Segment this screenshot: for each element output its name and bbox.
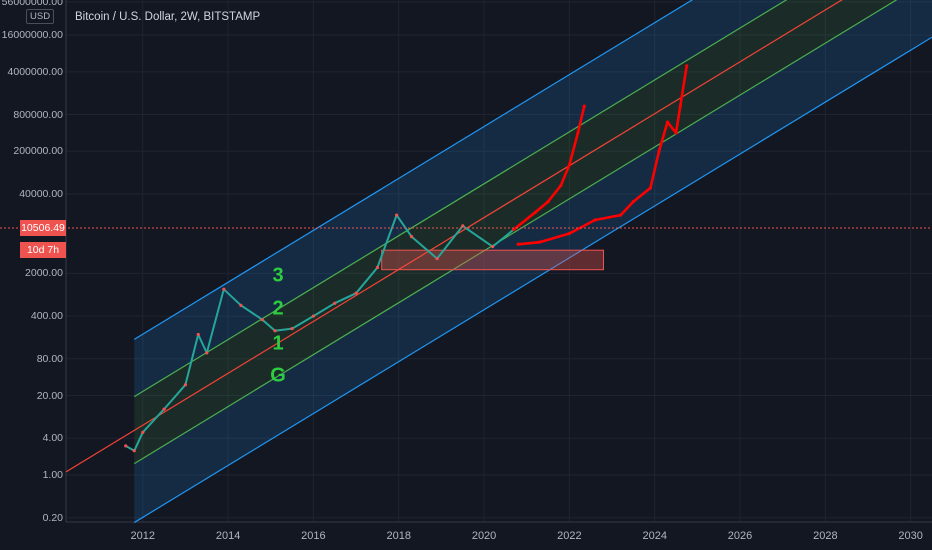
data-point	[260, 318, 264, 322]
band-label-g: G	[270, 364, 286, 387]
data-point	[533, 210, 537, 214]
data-point	[354, 291, 358, 295]
data-point	[375, 265, 380, 270]
y-tick-label: 4.00	[42, 432, 63, 445]
y-tick-label: 80.00	[36, 352, 63, 365]
band-label-3: 3	[272, 264, 284, 287]
x-tick-label: 2016	[301, 530, 326, 542]
data-point	[678, 104, 682, 108]
outer-upper-line	[133, 0, 694, 340]
countdown-tag: 10d 7h	[20, 242, 66, 258]
data-point	[395, 213, 399, 217]
inner-lower-line	[133, 0, 898, 465]
last-price-tag: 10506.49	[20, 220, 66, 236]
data-point	[685, 64, 689, 68]
data-point	[559, 183, 563, 188]
data-point	[582, 104, 586, 108]
y-tick-label: 1.00	[42, 469, 63, 481]
x-tick-label: 2020	[471, 530, 497, 542]
x-tick-label: 2018	[386, 530, 411, 542]
y-tick-label: 40000.00	[19, 187, 63, 200]
y-tick-label: 800000.00	[13, 108, 63, 121]
x-tick-label: 2028	[813, 530, 838, 542]
data-point	[196, 332, 200, 337]
data-point	[435, 256, 439, 261]
y-tick-label: 2000.00	[25, 267, 63, 280]
data-point	[141, 430, 145, 434]
x-tick-label: 2012	[130, 530, 156, 542]
chart-title: Bitcoin / U.S. Dollar, 2W, BITSTAMP	[75, 11, 261, 23]
data-point	[537, 240, 542, 244]
data-point	[576, 131, 580, 135]
data-point	[205, 351, 209, 355]
lower-blue-band	[134, 0, 932, 523]
y-tick-label: 16000000.00	[1, 29, 63, 42]
data-point	[546, 199, 550, 204]
data-point	[124, 444, 128, 448]
data-point	[162, 407, 166, 411]
data-point	[290, 326, 294, 331]
data-point	[409, 235, 414, 239]
data-point	[333, 301, 337, 305]
data-point	[512, 227, 516, 232]
data-point	[567, 163, 571, 167]
grid-lines	[65, 0, 932, 523]
data-point	[491, 244, 495, 249]
y-tick-label: 0.20	[42, 511, 63, 524]
data-point	[222, 287, 226, 291]
y-tick-label: 4000000.00	[7, 65, 63, 78]
band-label-1: 1	[272, 332, 284, 355]
x-tick-label: 2024	[642, 530, 667, 542]
inner-upper-line	[133, 0, 788, 398]
data-point	[657, 149, 661, 153]
data-point	[311, 314, 316, 318]
historical-price-line	[125, 214, 515, 452]
y-tick-label: 56000000.00	[1, 0, 63, 8]
data-point	[516, 242, 520, 246]
regression-channel	[65, 0, 932, 524]
data-point	[593, 218, 597, 222]
data-point	[132, 449, 136, 453]
data-point	[273, 329, 277, 333]
x-tick-label: 2026	[727, 530, 753, 542]
data-point	[567, 231, 571, 236]
y-tick-label: 20.00	[36, 389, 63, 402]
data-point	[618, 213, 623, 217]
data-point	[648, 186, 653, 190]
x-tick-label: 2022	[557, 530, 582, 542]
currency-tag[interactable]: USD	[26, 9, 55, 24]
price-series	[124, 64, 689, 453]
data-point	[674, 131, 678, 135]
data-point	[461, 224, 465, 228]
x-tick-label: 2030	[898, 530, 923, 542]
data-point	[665, 120, 670, 124]
band-label-2: 2	[272, 297, 284, 320]
x-tick-label: 2014	[215, 530, 241, 542]
y-tick-label: 200000.00	[13, 145, 63, 158]
support-zone	[381, 249, 605, 271]
y-tick-label: 400.00	[30, 310, 63, 323]
data-point	[239, 303, 243, 307]
outer-lower-line	[133, 36, 932, 524]
mid-line	[65, 0, 843, 473]
data-point	[631, 199, 635, 204]
data-point	[183, 383, 188, 387]
projection-line	[518, 65, 688, 246]
